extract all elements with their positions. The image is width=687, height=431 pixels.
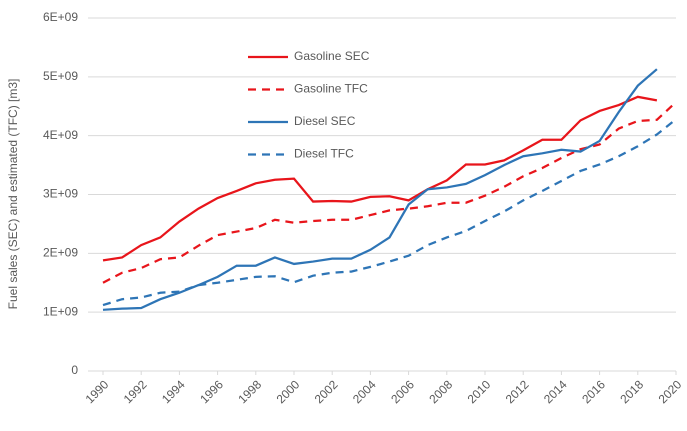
x-tick-label: 1996 <box>197 377 226 406</box>
x-tick-label: 1994 <box>159 377 188 406</box>
x-tick-label: 2018 <box>617 377 646 406</box>
x-tick-label: 2006 <box>388 377 417 406</box>
x-tick-label: 1998 <box>235 377 264 406</box>
legend-label: Diesel TFC <box>294 147 354 161</box>
x-tick-label: 2020 <box>656 377 685 406</box>
data-line <box>102 101 677 284</box>
y-axis-label: Fuel sales (SEC) and estimated (TFC) [m3… <box>6 79 20 310</box>
x-tick-label: 2016 <box>579 377 608 406</box>
y-tick-label: 0 <box>71 363 78 377</box>
legend-label: Gasoline SEC <box>294 49 370 63</box>
x-tick-label: 2012 <box>503 377 532 406</box>
y-tick-label: 2E+09 <box>43 246 78 260</box>
y-tick-label: 4E+09 <box>43 128 78 142</box>
x-tick-label: 2014 <box>541 377 570 406</box>
x-tick-label: 1992 <box>121 377 150 406</box>
legend-label: Diesel SEC <box>294 114 356 128</box>
data-line <box>102 118 677 307</box>
data-line <box>102 68 658 311</box>
y-tick-label: 1E+09 <box>43 304 78 318</box>
data-line <box>102 95 658 262</box>
x-tick-label: 1990 <box>83 377 112 406</box>
y-tick-label: 5E+09 <box>43 69 78 83</box>
legend-label: Gasoline TFC <box>294 82 368 96</box>
x-tick-label: 2008 <box>426 377 455 406</box>
x-tick-label: 2010 <box>465 377 494 406</box>
x-tick-label: 2004 <box>350 377 379 406</box>
y-tick-label: 3E+09 <box>43 187 78 201</box>
y-tick-label: 6E+09 <box>43 10 78 24</box>
x-tick-label: 2000 <box>274 377 303 406</box>
x-tick-label: 2002 <box>312 377 341 406</box>
